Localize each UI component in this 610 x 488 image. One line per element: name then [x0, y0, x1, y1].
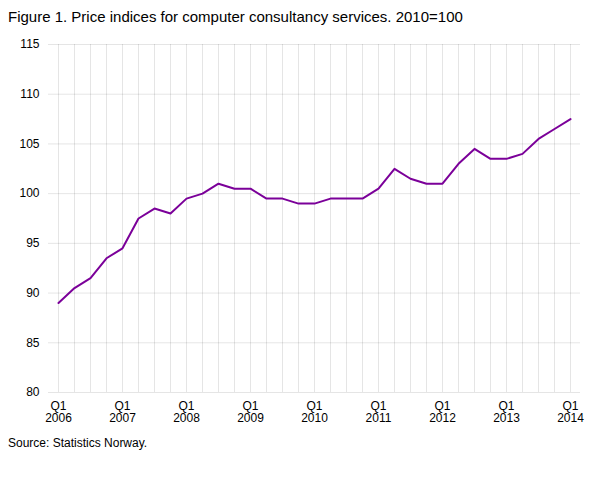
html-text:Source: Statistics Norway.: Source: Statistics Norway.: [8, 436, 148, 450]
svg-text:Q12007: Q12007: [109, 399, 136, 425]
svg-text:100: 100: [19, 186, 39, 200]
svg-text:95: 95: [26, 236, 40, 250]
svg-text:Q12006: Q12006: [45, 399, 72, 425]
svg-text:Q12008: Q12008: [173, 399, 200, 425]
svg-text:105: 105: [19, 137, 39, 151]
svg-text:110: 110: [20, 87, 39, 101]
svg-text:Q12010: Q12010: [301, 399, 328, 425]
svg-text:Q12011: Q12011: [366, 399, 392, 425]
svg-text:Q12014: Q12014: [557, 399, 584, 425]
svg-text:90: 90: [26, 286, 40, 300]
svg-text:80: 80: [26, 385, 40, 399]
svg-text:Q12012: Q12012: [429, 399, 456, 425]
svg-text:Q12009: Q12009: [237, 399, 264, 425]
html-text:Figure 1. Price indices for co: Figure 1. Price indices for computer con…: [8, 8, 463, 25]
svg-text:Q12013: Q12013: [493, 399, 520, 425]
svg-text:85: 85: [26, 336, 40, 350]
svg-text:115: 115: [20, 37, 39, 51]
